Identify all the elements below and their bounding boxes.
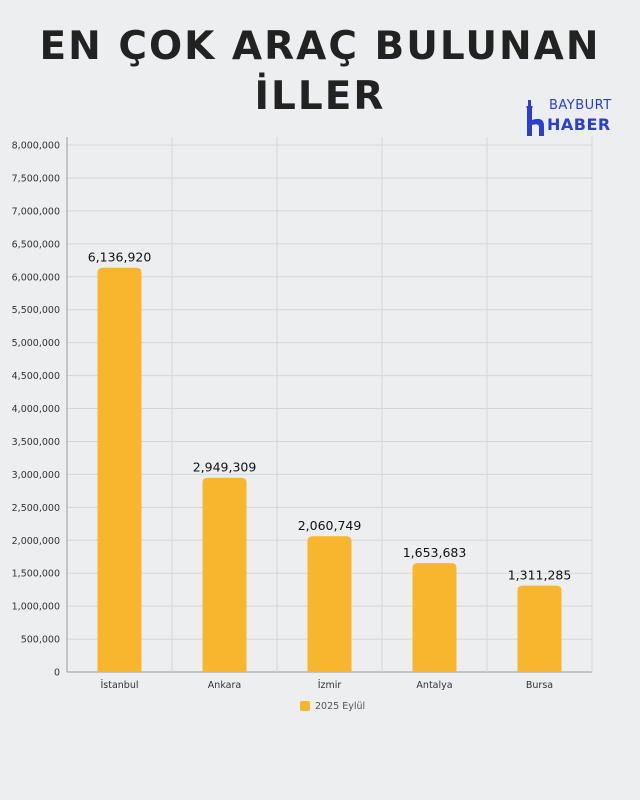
data-label: 6,136,920 (88, 250, 152, 265)
chart-title: EN ÇOK ARAÇ BULUNAN İLLER (0, 22, 640, 122)
y-tick-label: 6,500,000 (12, 239, 60, 250)
y-tick-label: 8,000,000 (12, 141, 60, 152)
logo-top-word: BAYBURT (549, 98, 612, 113)
data-label: 1,311,285 (508, 568, 572, 583)
data-label: 2,949,309 (193, 460, 257, 475)
y-tick-label: 7,000,000 (12, 206, 60, 217)
label-layer: 0 500,000 1,000,000 1,500,000 2,000,000 2,500… (12, 141, 572, 692)
y-tick-label: 0 (54, 668, 60, 679)
y-tick-label: 5,000,000 (12, 338, 60, 349)
y-tick-label: 4,000,000 (12, 404, 60, 415)
y-tick-label: 2,000,000 (12, 536, 60, 547)
y-tick-label: 7,500,000 (12, 173, 60, 184)
y-tick-label: 5,500,000 (12, 305, 60, 316)
y-tick-label: 3,000,000 (12, 470, 60, 481)
y-tick-label: 1,500,000 (12, 569, 60, 580)
x-tick-label: İzmir (318, 680, 342, 691)
y-tick-label: 500,000 (21, 635, 60, 646)
bayburt-haber-logo: BAYBURT HABER (524, 98, 624, 140)
x-tick-label: İstanbul (100, 680, 138, 691)
x-tick-label: Ankara (208, 680, 241, 691)
y-tick-label: 6,000,000 (12, 272, 60, 283)
y-tick-label: 2,500,000 (12, 503, 60, 514)
title-line-2: İLLER (254, 74, 386, 119)
legend: 2025 Eylül (300, 699, 365, 713)
x-tick-label: Antalya (416, 680, 452, 691)
minaret-icon (526, 100, 544, 136)
logo-bottom-word: HABER (547, 115, 611, 134)
bar (97, 267, 142, 672)
y-tick-label: 4,500,000 (12, 371, 60, 382)
bar (412, 563, 457, 672)
data-label: 2,060,749 (298, 518, 362, 533)
bar (307, 536, 352, 672)
bar-layer (97, 267, 562, 672)
bar (517, 585, 562, 672)
legend-label: 2025 Eylül (315, 700, 366, 712)
bar (202, 477, 247, 672)
y-tick-label: 3,500,000 (12, 437, 60, 448)
title-line-1: EN ÇOK ARAÇ BULUNAN (39, 24, 601, 69)
legend-swatch (300, 701, 310, 711)
x-tick-label: Bursa (526, 680, 553, 691)
y-tick-label: 1,000,000 (12, 602, 60, 613)
data-label: 1,653,683 (403, 545, 467, 560)
